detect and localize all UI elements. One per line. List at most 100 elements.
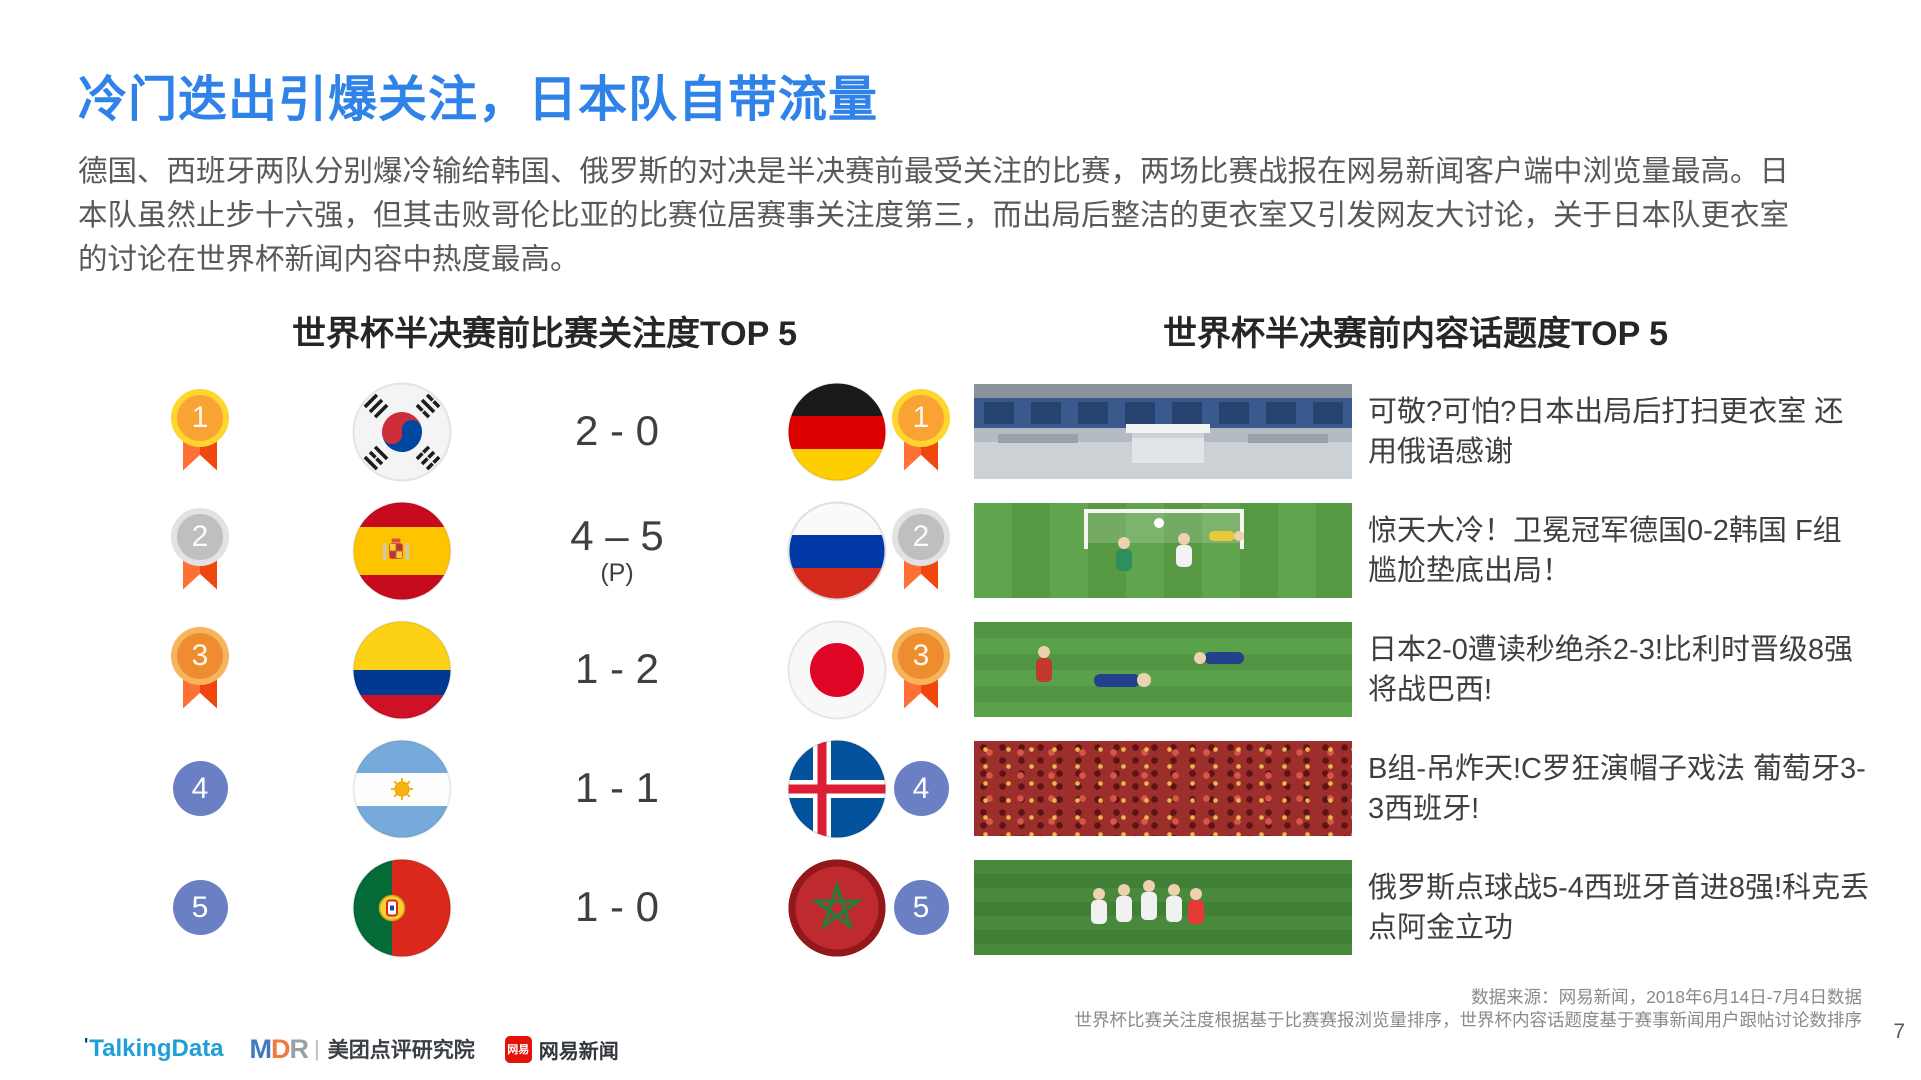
match-score: 4 – 5 xyxy=(570,511,664,559)
away-flag-cell xyxy=(732,739,942,839)
flag-south-korea-icon xyxy=(352,382,452,481)
gold-medal-icon: 1 xyxy=(171,388,229,475)
data-source-note: 数据来源：网易新闻，2018年6月14日-7月4日数据 世界杯比赛关注度根据基于… xyxy=(1075,986,1863,1032)
team-celebration-thumbnail xyxy=(974,860,1352,955)
left-panel-header: 世界杯半决赛前比赛关注度TOP 5 xyxy=(292,315,798,353)
penalties-note: (P) xyxy=(600,559,634,588)
flag-spain-icon xyxy=(352,501,452,600)
away-flag-cell xyxy=(732,382,942,482)
home-flag-cell xyxy=(302,501,502,601)
rank-number: 2 xyxy=(892,507,950,566)
rank-number: 3 xyxy=(171,626,229,685)
match-row-1: 1 xyxy=(98,372,942,491)
rank-number: 1 xyxy=(892,388,950,447)
silver-medal-icon: 2 xyxy=(892,507,950,594)
silver-medal-icon: 2 xyxy=(171,507,229,594)
mdr-letter-r: R xyxy=(289,1033,309,1064)
pitch-players-thumbnail xyxy=(974,622,1352,717)
flag-morocco-icon xyxy=(788,859,886,956)
flag-russia-icon xyxy=(787,501,887,600)
home-flag-cell xyxy=(302,620,502,720)
logo-divider: | xyxy=(314,1036,320,1061)
meituan-dianping-institute-logo: 美团点评研究院 xyxy=(327,1039,475,1062)
fans-crowd-thumbnail xyxy=(974,741,1352,836)
score-cell: 4 – 5 (P) xyxy=(502,511,732,588)
rank-circle-badge: 5 xyxy=(893,880,949,935)
rank-badge-cell: 3 xyxy=(892,626,950,713)
netease-news-app-icon: 网易 xyxy=(504,1035,532,1063)
body-line-1: 德国、西班牙两队分别爆冷输给韩国、俄罗斯的对决是半决赛前最受关注的比赛，两场比赛… xyxy=(78,155,1790,188)
source-line-2: 世界杯比赛关注度根据基于比赛赛报浏览量排序，世界杯内容话题度基于赛事新闻用户跟帖… xyxy=(1074,1010,1863,1030)
home-flag-cell xyxy=(302,739,502,839)
match-goal-thumbnail xyxy=(974,503,1352,598)
news-row-3: 3 日本2-0遭读秒绝杀2-3!比利时晋级8强将战巴西! xyxy=(892,610,1870,729)
match-row-5: 5 1 - 0 xyxy=(98,848,942,967)
match-score: 2 - 0 xyxy=(574,407,660,455)
footer-logos: 'TalkingData MDR | 美团点评研究院 网易 网易新闻 xyxy=(84,1032,619,1066)
score-cell: 2 - 0 xyxy=(502,408,732,454)
match-row-4: 4 1 - 1 xyxy=(98,729,942,848)
flag-japan-icon xyxy=(787,620,887,719)
match-score: 1 - 1 xyxy=(574,764,660,812)
rank-badge-cell: 3 xyxy=(98,626,302,713)
news-headline: B组-吊炸天!C罗狂演帽子戏法 葡萄牙3-3西班牙! xyxy=(1368,752,1866,825)
news-headline: 日本2-0遭读秒绝杀2-3!比利时晋级8强将战巴西! xyxy=(1368,633,1854,706)
talkingdata-logo: 'TalkingData xyxy=(84,1035,224,1063)
flag-colombia-icon xyxy=(352,620,452,719)
flag-portugal-icon xyxy=(352,858,452,957)
news-row-5: 5 俄罗斯点球战5-4西班牙首进8强!科克丢点阿金立功 xyxy=(892,848,1870,967)
page-number: 7 xyxy=(1893,1020,1905,1043)
rank-badge-cell: 5 xyxy=(98,880,302,935)
match-row-2: 2 xyxy=(98,491,942,610)
match-score: 1 - 2 xyxy=(574,645,660,693)
rank-badge-cell: 2 xyxy=(98,507,302,594)
away-flag-cell xyxy=(732,858,942,958)
rank-circle-badge: 5 xyxy=(172,880,228,935)
home-flag-cell xyxy=(302,858,502,958)
news-headline: 惊天大冷！卫冕冠军德国0-2韩国 F组尴尬垫底出局！ xyxy=(1368,514,1842,587)
match-row-3: 3 1 - 2 xyxy=(98,610,942,729)
news-headline: 俄罗斯点球战5-4西班牙首进8强!科克丢点阿金立功 xyxy=(1368,871,1870,944)
netease-news-logo: 网易新闻 xyxy=(538,1040,619,1063)
rank-number: 3 xyxy=(892,626,950,685)
flag-iceland-icon xyxy=(787,739,887,838)
score-cell: 1 - 2 xyxy=(502,646,732,692)
flag-germany-icon xyxy=(787,382,887,481)
match-ranking-list: 1 xyxy=(98,372,942,967)
rank-circle-badge: 4 xyxy=(172,761,228,816)
rank-number: 1 xyxy=(171,388,229,447)
right-panel-header: 世界杯半决赛前内容话题度TOP 5 xyxy=(1163,315,1669,353)
news-row-4: 4 B组-吊炸天!C罗狂演帽子戏法 葡萄牙3-3西班牙! xyxy=(892,729,1870,848)
rank-badge-cell: 1 xyxy=(98,388,302,475)
bronze-medal-icon: 3 xyxy=(892,626,950,713)
score-cell: 1 - 1 xyxy=(502,765,732,811)
news-ranking-list: 1 可敬?可怕?日本出局 xyxy=(892,372,1870,967)
mdr-letter-d: D xyxy=(271,1033,290,1064)
talkingdata-tick: ' xyxy=(84,1035,89,1055)
rank-badge-cell: 1 xyxy=(892,388,950,475)
body-line-2: 本队虽然止步十六强，但其击败哥伦比亚的比赛位居赛事关注度第三，而出局后整洁的更衣… xyxy=(78,199,1790,232)
away-flag-cell xyxy=(732,501,942,601)
page-title: 冷门迭出引爆关注，日本队自带流量 xyxy=(78,73,879,127)
rank-badge-cell: 4 xyxy=(892,761,950,816)
source-line-1: 数据来源：网易新闻，2018年6月14日-7月4日数据 xyxy=(1471,987,1862,1007)
rank-badge-cell: 2 xyxy=(892,507,950,594)
news-row-2: 2 惊天大冷！卫冕冠军德国0-2韩国 F组尴尬垫底出局！ xyxy=(892,491,1870,610)
flag-argentina-icon xyxy=(352,739,452,838)
away-flag-cell xyxy=(732,620,942,720)
news-row-1: 1 可敬?可怕?日本出局 xyxy=(892,372,1870,491)
locker-room-thumbnail xyxy=(974,384,1352,479)
rank-circle-badge: 4 xyxy=(893,761,949,816)
rank-badge-cell: 5 xyxy=(892,880,950,935)
rank-number: 2 xyxy=(171,507,229,566)
mdr-letter-m: M xyxy=(249,1033,272,1064)
talkingdata-text: TalkingData xyxy=(89,1035,224,1062)
mdr-logo: MDR xyxy=(250,1034,309,1065)
score-cell: 1 - 0 xyxy=(502,884,732,930)
gold-medal-icon: 1 xyxy=(892,388,950,475)
body-paragraph: 德国、西班牙两队分别爆冷输给韩国、俄罗斯的对决是半决赛前最受关注的比赛，两场比赛… xyxy=(78,150,1848,282)
home-flag-cell xyxy=(302,382,502,482)
body-line-3: 的讨论在世界杯新闻内容中热度最高。 xyxy=(78,243,580,276)
bronze-medal-icon: 3 xyxy=(171,626,229,713)
